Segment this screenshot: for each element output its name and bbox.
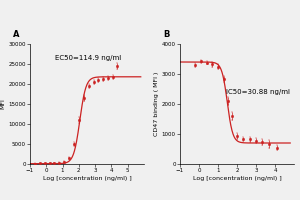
Text: EC50=114.9 ng/ml: EC50=114.9 ng/ml xyxy=(55,55,121,61)
Y-axis label: MFI: MFI xyxy=(1,99,6,109)
Text: IC50=30.88 ng/ml: IC50=30.88 ng/ml xyxy=(226,89,290,95)
X-axis label: Log [concentration (ng/ml) ]: Log [concentration (ng/ml) ] xyxy=(43,176,131,181)
Y-axis label: CD47 binding ( MFI ): CD47 binding ( MFI ) xyxy=(154,72,159,136)
Text: B: B xyxy=(163,30,169,39)
X-axis label: Log [concentration (ng/ml) ]: Log [concentration (ng/ml) ] xyxy=(193,176,281,181)
Text: A: A xyxy=(13,30,20,39)
